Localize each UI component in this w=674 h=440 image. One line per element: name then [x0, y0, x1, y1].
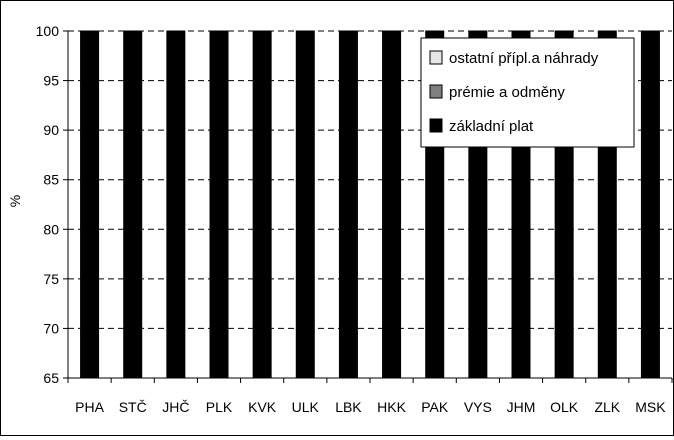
bar-segment: [295, 30, 315, 379]
y-tick-label: 95: [43, 73, 59, 89]
y-tick-label: 65: [43, 370, 59, 386]
x-tick-label: LBK: [335, 399, 362, 415]
y-tick-label: 80: [43, 221, 59, 237]
legend: ostatní přípl.a náhrady prémie a odměny zá…: [420, 37, 635, 148]
axes: 65 70 75 80 85 90 95 100 PHA STČ JHČ PLK KVK ULK LBK HK…: [36, 23, 673, 415]
x-tick-label: JHM: [507, 399, 536, 415]
legend-label: základní plat: [449, 118, 534, 135]
bar-segment: [382, 30, 402, 379]
bar-segment: [166, 30, 186, 379]
legend-label: prémie a odměny: [449, 84, 565, 101]
x-tick-label: PAK: [421, 399, 449, 415]
x-tick-label: JHČ: [162, 399, 189, 415]
legend-swatch: [429, 118, 443, 133]
bar-segment: [80, 30, 100, 379]
y-tick-label: 75: [43, 271, 59, 287]
x-tick-label: ZLK: [594, 399, 620, 415]
x-tick-label: ULK: [292, 399, 320, 415]
legend-swatch: [429, 84, 443, 99]
legend-swatch: [429, 50, 443, 65]
bar-segment: [209, 30, 229, 379]
x-tick-label: VYS: [464, 399, 492, 415]
x-tick-label: HKK: [377, 399, 406, 415]
x-tick-label: KVK: [248, 399, 277, 415]
y-tick-label: 90: [43, 122, 59, 138]
x-tick-label: OLK: [550, 399, 579, 415]
bar-segment: [338, 30, 358, 379]
y-tick-label: 100: [36, 23, 60, 39]
x-tick-label: PHA: [75, 399, 104, 415]
x-tick-label: MSK: [635, 399, 666, 415]
x-tick-label: STČ: [119, 399, 147, 415]
y-axis-label: %: [7, 195, 23, 207]
y-tick-label: 85: [43, 172, 59, 188]
bar-segment: [640, 30, 660, 379]
y-tick-label: 70: [43, 320, 59, 336]
bar-segment: [252, 30, 272, 379]
bar-segment: [123, 30, 143, 379]
legend-label: ostatní přípl.a náhrady: [449, 50, 599, 67]
x-tick-label: PLK: [206, 399, 233, 415]
legend-box: [420, 37, 635, 148]
